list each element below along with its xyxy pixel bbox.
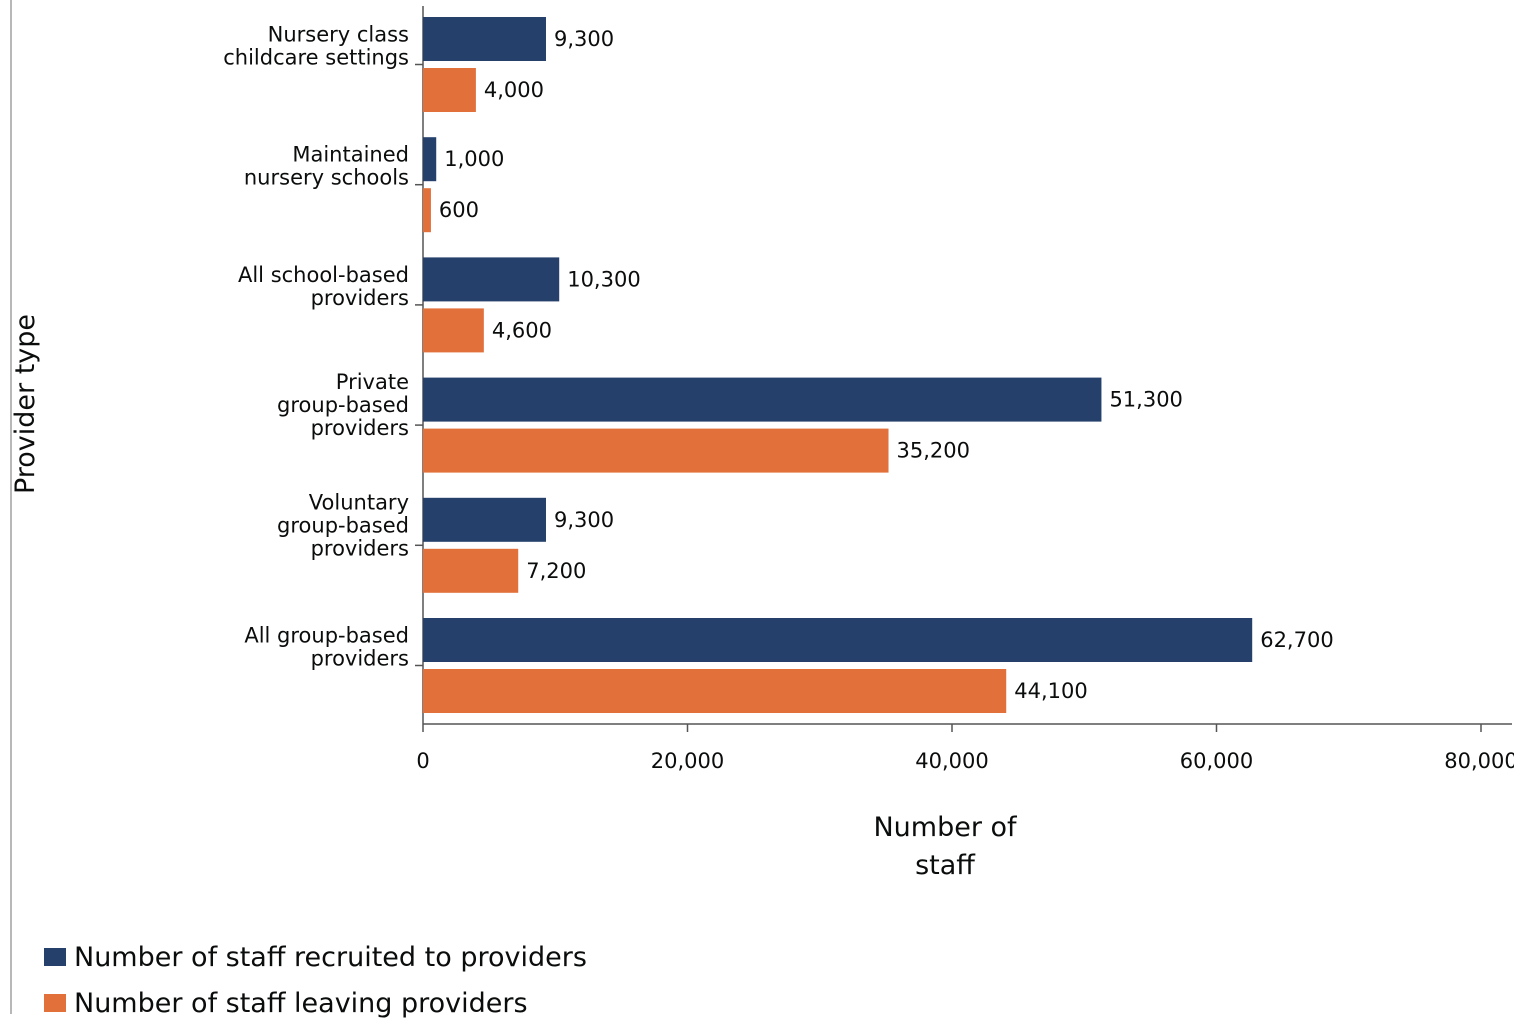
category-label: providers	[311, 286, 409, 310]
legend: Number of staff recruited to providers N…	[44, 934, 587, 1026]
category-label: group-based	[277, 513, 409, 537]
legend-swatch-leaving	[44, 994, 66, 1012]
legend-item-recruited: Number of staff recruited to providers	[44, 934, 587, 980]
bar-value-label: 4,600	[492, 318, 552, 342]
bar-value-label: 44,100	[1014, 679, 1087, 703]
x-axis-title: Number of	[873, 812, 1018, 843]
bar-recruited	[423, 257, 560, 302]
category-label: Nursery class	[268, 23, 409, 47]
bar-leaving	[423, 548, 519, 593]
bar-value-label: 600	[439, 198, 479, 222]
bar-recruited	[423, 17, 546, 61]
bar-value-label: 9,300	[554, 508, 614, 532]
legend-label-leaving: Number of staff leaving providers	[74, 987, 528, 1019]
legend-label-recruited: Number of staff recruited to providers	[74, 941, 587, 973]
category-label: childcare settings	[223, 46, 409, 70]
legend-item-leaving: Number of staff leaving providers	[44, 980, 587, 1026]
x-tick-label: 60,000	[1180, 749, 1253, 773]
category-label: group-based	[277, 393, 409, 417]
bar-value-label: 9,300	[554, 27, 614, 51]
bar-recruited	[423, 618, 1253, 662]
left-border-rule	[10, 0, 12, 1014]
bar-recruited	[423, 137, 437, 182]
category-label: All group-based	[244, 624, 409, 648]
bar-value-label: 51,300	[1109, 388, 1182, 412]
bar-leaving	[423, 308, 484, 353]
bar-value-label: 4,000	[484, 78, 544, 102]
category-label: Voluntary	[309, 490, 409, 514]
x-tick-label: 40,000	[915, 749, 988, 773]
bar-recruited	[423, 377, 1102, 422]
category-label: providers	[311, 416, 409, 440]
x-axis-title: staff	[915, 850, 976, 881]
bar-recruited	[423, 497, 546, 542]
bar-value-label: 62,700	[1260, 628, 1333, 652]
bar-value-label: 10,300	[567, 267, 640, 291]
legend-swatch-recruited	[44, 948, 66, 966]
bar-value-label: 35,200	[897, 439, 970, 463]
bar-leaving	[423, 669, 1007, 713]
category-label: All school-based	[238, 263, 409, 287]
bar-leaving	[423, 68, 476, 112]
bar-value-label: 1,000	[444, 147, 504, 171]
category-label: Private	[336, 370, 409, 394]
category-label: Maintained	[292, 143, 409, 167]
bar-leaving	[423, 188, 431, 233]
category-label: providers	[311, 536, 409, 560]
category-label: nursery schools	[244, 166, 409, 190]
bar-value-label: 7,200	[526, 559, 586, 583]
x-tick-label: 0	[416, 749, 429, 773]
category-label: providers	[311, 647, 409, 671]
bar-leaving	[423, 428, 889, 473]
x-tick-label: 20,000	[651, 749, 724, 773]
y-axis-title: Provider type	[10, 314, 41, 494]
x-tick-label: 80,000	[1444, 749, 1514, 773]
